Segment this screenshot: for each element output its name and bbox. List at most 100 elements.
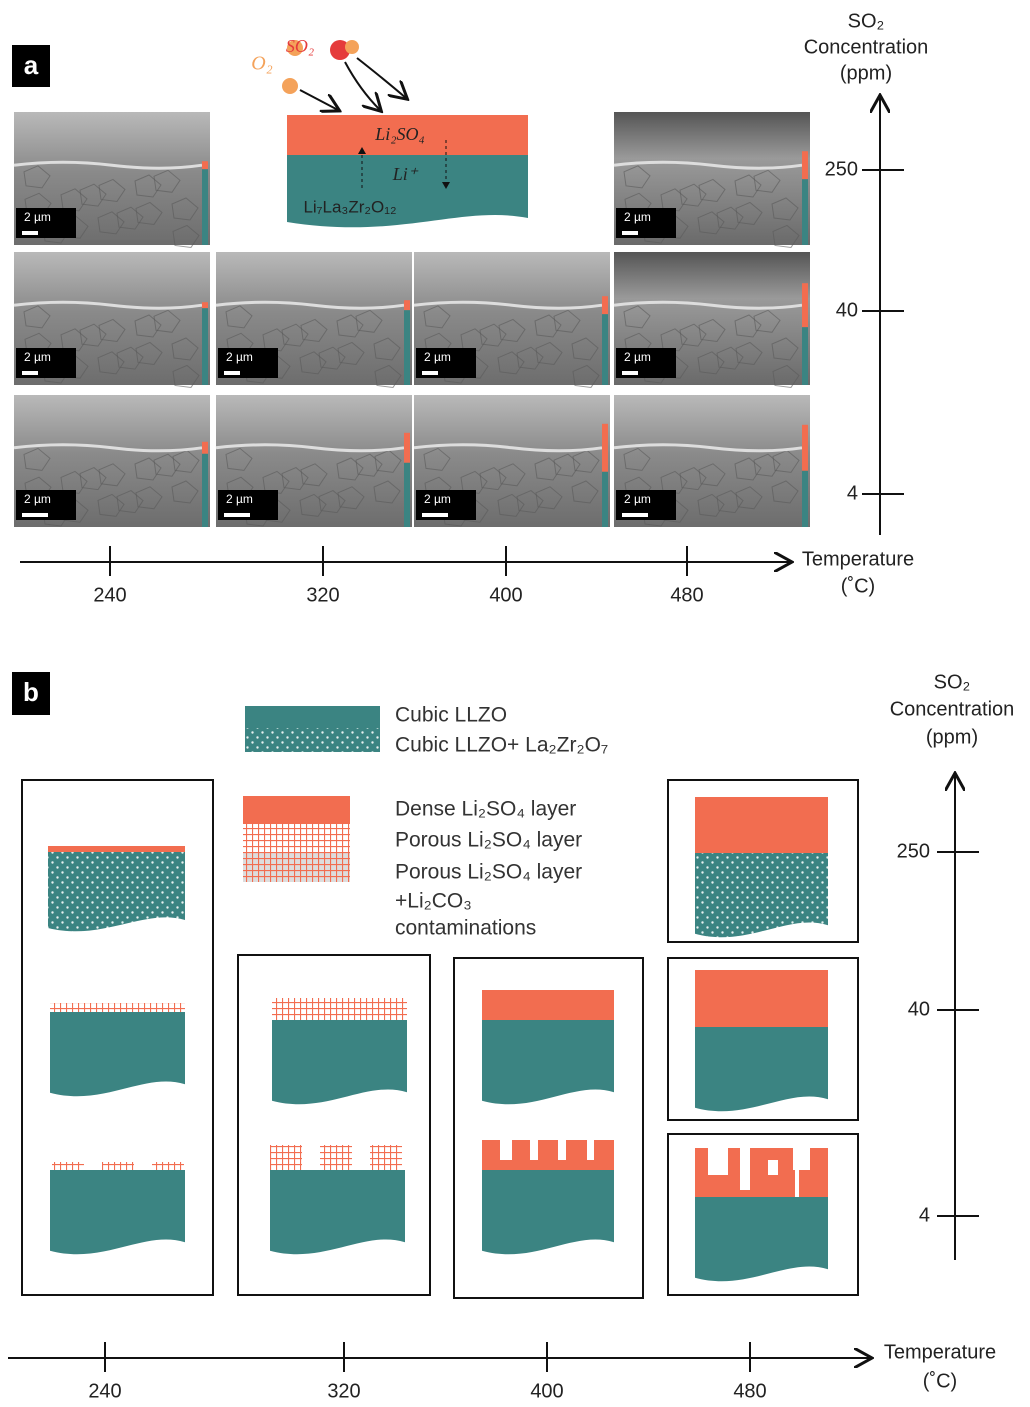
substrate-bar [404, 310, 410, 385]
layer-bar [202, 442, 208, 454]
llzo [695, 1197, 828, 1281]
dense-layer [482, 990, 614, 1020]
tick-label: 480 [733, 1380, 766, 1402]
gap [530, 1140, 538, 1160]
substrate-bar [802, 471, 808, 527]
scale-label: 2 µm [226, 350, 253, 364]
layer-bar [202, 161, 208, 169]
llzo [482, 1170, 614, 1254]
layer-bar [802, 425, 808, 471]
scale-label: 2 µm [24, 210, 51, 224]
porous-island [102, 1162, 134, 1170]
gap [740, 1148, 750, 1190]
molecule [282, 78, 298, 94]
llzo [482, 1020, 614, 1104]
tick-label: 400 [489, 584, 522, 606]
gap [500, 1140, 512, 1160]
legend-swatch [245, 706, 380, 728]
legend-swatch [243, 852, 350, 882]
ion-label: Li⁺ [392, 164, 419, 184]
scale-label: 2 µm [624, 210, 651, 224]
so2-label: SO₂ [286, 36, 314, 56]
panel-label: a [24, 50, 39, 80]
figure: a 2 µm 2 µm 2 µm 2 µm 2 µm 2 µm 2 µm 2 µm 2 µm 2 … [0, 0, 1030, 1407]
scale-bar [622, 231, 638, 235]
porous-island [320, 1145, 352, 1170]
x-axis-a: 240320400480 Temperature (˚C) [20, 546, 914, 606]
layer-bar [404, 433, 410, 463]
substrate-label: Li₇La₃Zr₂O₁₂ [303, 197, 396, 216]
gap [558, 1140, 566, 1160]
scale-bar [22, 513, 48, 517]
layer-bar [404, 300, 410, 310]
scale-label: 2 µm [24, 492, 51, 506]
arrow [345, 62, 380, 110]
legend-label: contaminations [395, 917, 536, 940]
schematic: O₂ SO₂ Li₂SO₄ Li⁺ Li₇La₃Zr₂O₁₂ [251, 36, 528, 227]
substrate-bar [202, 169, 208, 245]
scale-label: 2 µm [424, 350, 451, 364]
axis-title: SO₂ [934, 671, 971, 693]
dense-layer [695, 970, 828, 1027]
gap [708, 1148, 728, 1175]
axis-title: (ppm) [840, 62, 892, 84]
layer-bar [602, 296, 608, 314]
schematics [22, 780, 858, 1298]
legend-label: Cubic LLZO [395, 704, 507, 727]
legend-swatch [243, 824, 350, 852]
scale-label: 2 µm [424, 492, 451, 506]
scale-bar [622, 513, 648, 517]
llzo [272, 1020, 407, 1104]
porous-layer [50, 1003, 185, 1012]
tick-label: 4 [919, 1204, 930, 1226]
substrate-bar [802, 327, 808, 385]
legend-swatch [243, 796, 350, 824]
layer-bar [802, 283, 808, 327]
tick-label: 250 [825, 158, 858, 180]
legend-swatch [245, 728, 380, 752]
layer-bar [202, 302, 208, 308]
scale-bar [422, 513, 448, 517]
scale-label: 2 µm [24, 350, 51, 364]
legend-label: Porous Li₂SO₄ layer [395, 861, 582, 884]
arrow [300, 90, 338, 110]
legend: Cubic LLZO Cubic LLZO+ La₂Zr₂O₇ Dense Li… [243, 704, 608, 940]
layer-bar [802, 151, 808, 179]
scale-bar [422, 371, 438, 375]
substrate-bar [202, 454, 208, 527]
substrate-bar [602, 472, 608, 527]
porous-island [370, 1145, 402, 1170]
llzo [50, 1170, 185, 1254]
gap [768, 1160, 778, 1175]
scale-label: 2 µm [624, 350, 651, 364]
tick-label: 250 [897, 840, 930, 862]
scale-bar [22, 231, 38, 235]
layer-bar [602, 424, 608, 472]
tick-label: 320 [306, 584, 339, 606]
axis-title: (ppm) [926, 726, 978, 748]
llzo [695, 1027, 828, 1111]
o2-label: O₂ [251, 53, 272, 75]
tick-label: 400 [530, 1380, 563, 1402]
tick-label: 480 [670, 584, 703, 606]
llzo [270, 1170, 405, 1254]
axis-title: SO₂ [848, 10, 885, 32]
gap [587, 1140, 594, 1160]
layer-label: Li₂SO₄ [374, 124, 425, 144]
substrate-bar [404, 463, 410, 527]
porous-island [270, 1145, 302, 1170]
axis-title: Concentration [804, 36, 929, 58]
llzo [695, 853, 828, 937]
tick-label: 320 [327, 1380, 360, 1402]
axis-title: Temperature [802, 548, 914, 570]
porous-island [152, 1162, 184, 1170]
scale-label: 2 µm [624, 492, 651, 506]
scale-bar [622, 371, 638, 375]
llzo [48, 852, 185, 931]
legend-label: Porous Li₂SO₄ layer [395, 829, 582, 852]
scale-label: 2 µm [226, 492, 253, 506]
tick-label: 40 [908, 998, 930, 1020]
substrate-bar [802, 179, 808, 245]
